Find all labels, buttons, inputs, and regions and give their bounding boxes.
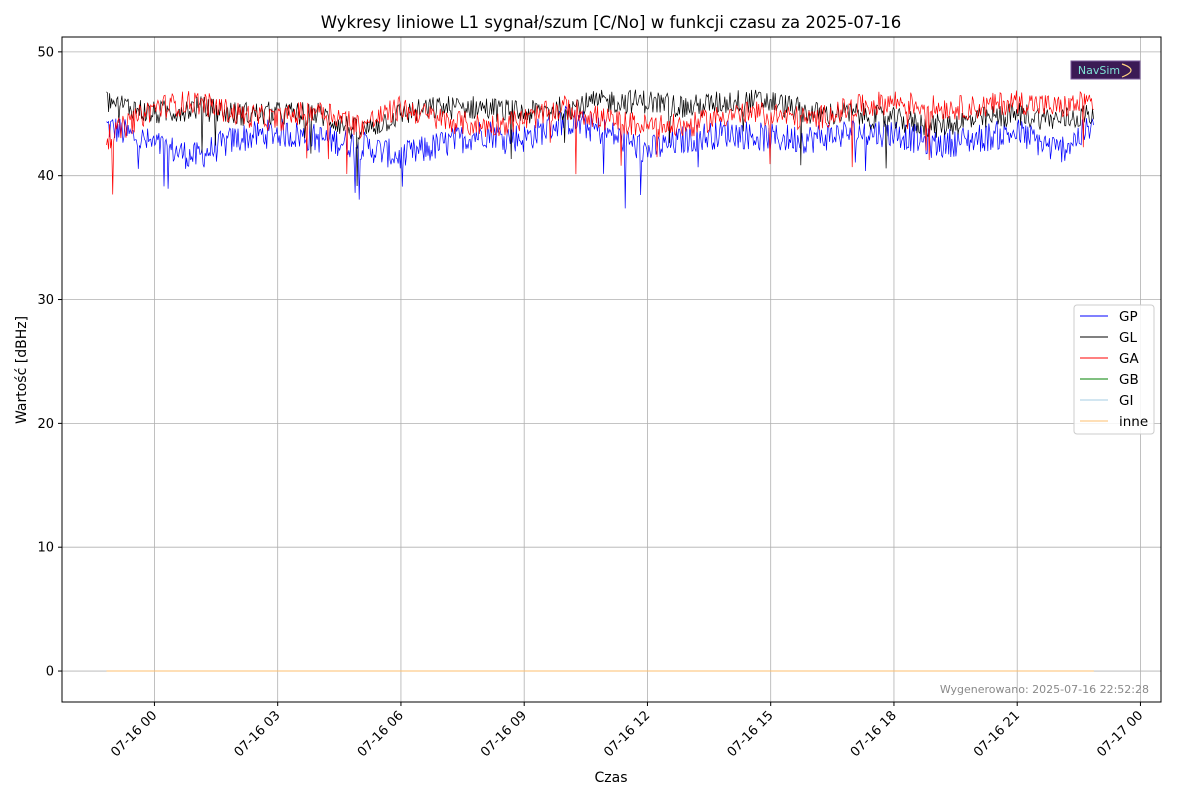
legend-label-gp: GP [1119,309,1138,325]
legend: GP GL GA GB GI inne [1073,304,1155,435]
logo-swoosh [1121,63,1132,78]
legend-label-gl: GL [1119,330,1137,346]
x-ticks: 07-16 00 07-16 03 07-16 06 07-16 09 07-16 12… [108,702,1146,760]
series-line-ga [106,90,1094,195]
legend-label-gb: GB [1119,372,1139,388]
series-line-gp [106,105,1094,209]
y-tick-label: 20 [37,417,54,432]
x-tick-label: 07-16 18 [848,708,900,760]
legend-label-ga: GA [1119,351,1139,367]
footer-generated: Wygenerowano: 2025-07-16 22:52:28 [940,683,1149,696]
x-tick-label: 07-16 00 [108,708,160,760]
y-tick-label: 10 [37,541,54,556]
x-tick-label: 07-16 03 [232,708,284,760]
plot-frame [61,36,1162,703]
y-axis-label: Wartość [dBHz] [14,316,30,424]
x-tick-label: 07-16 09 [478,708,530,760]
series-lines [106,89,1094,672]
legend-label-inne: inne [1119,414,1148,430]
x-tick-label: 07-16 21 [971,708,1023,760]
y-tick-label: 40 [37,169,54,184]
y-tick-label: 0 [46,665,54,680]
y-tick-label: 50 [37,45,54,60]
logo-text: NavSim [1078,64,1120,77]
x-tick-label: 07-16 12 [601,708,653,760]
logo: NavSim [1070,60,1141,80]
x-tick-label: 07-16 15 [725,708,777,760]
legend-label-gi: GI [1119,393,1133,409]
y-tick-label: 30 [37,293,54,308]
y-ticks: 0 10 20 30 40 50 [37,45,62,680]
x-tick-label: 07-17 00 [1094,708,1146,760]
series-line-gl [106,89,1094,187]
x-axis-label: Czas [595,770,628,786]
chart-title: Wykresy liniowe L1 sygnał/szum [C/No] w … [321,13,902,32]
x-tick-label: 07-16 06 [355,708,407,760]
logo-background [1070,60,1141,80]
